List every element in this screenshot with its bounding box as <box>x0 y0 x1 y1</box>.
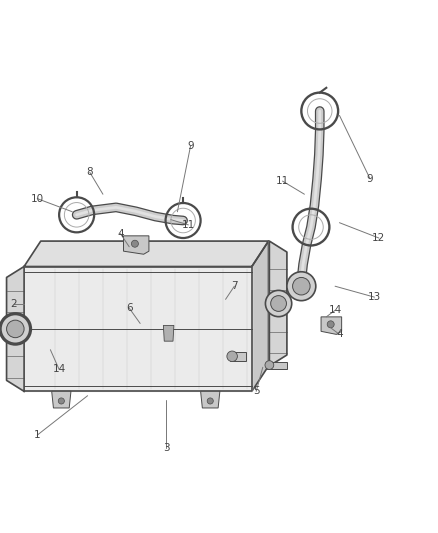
Circle shape <box>265 361 274 369</box>
Polygon shape <box>7 266 24 391</box>
Text: 2: 2 <box>11 298 18 309</box>
Polygon shape <box>230 352 246 361</box>
Circle shape <box>327 321 334 328</box>
Text: 4: 4 <box>117 229 124 239</box>
Text: 8: 8 <box>86 167 93 177</box>
Text: 6: 6 <box>126 303 133 313</box>
Text: 7: 7 <box>231 281 238 291</box>
Text: 9: 9 <box>367 174 374 184</box>
Polygon shape <box>201 391 220 408</box>
Circle shape <box>265 290 292 317</box>
Polygon shape <box>124 236 149 254</box>
Polygon shape <box>163 326 174 341</box>
Circle shape <box>131 240 138 247</box>
Circle shape <box>287 272 316 301</box>
Circle shape <box>207 398 213 404</box>
Circle shape <box>7 320 24 338</box>
Circle shape <box>58 398 64 404</box>
Text: 9: 9 <box>187 141 194 151</box>
Polygon shape <box>52 391 71 408</box>
Circle shape <box>293 278 310 295</box>
Text: 11: 11 <box>182 220 195 230</box>
Polygon shape <box>24 241 268 266</box>
Text: 11: 11 <box>276 176 289 186</box>
Circle shape <box>227 351 237 361</box>
Polygon shape <box>321 317 342 334</box>
Polygon shape <box>24 266 252 391</box>
Text: 14: 14 <box>328 305 342 316</box>
Polygon shape <box>267 361 287 368</box>
Text: 3: 3 <box>163 443 170 453</box>
Text: 10: 10 <box>31 193 44 204</box>
Text: 5: 5 <box>253 386 260 397</box>
Text: 4: 4 <box>336 329 343 340</box>
Circle shape <box>1 314 30 343</box>
Text: 13: 13 <box>368 292 381 302</box>
Text: 14: 14 <box>53 365 66 374</box>
Circle shape <box>271 296 286 311</box>
Text: 12: 12 <box>372 233 385 243</box>
Polygon shape <box>252 241 268 391</box>
Polygon shape <box>269 241 287 366</box>
Text: 1: 1 <box>34 430 41 440</box>
